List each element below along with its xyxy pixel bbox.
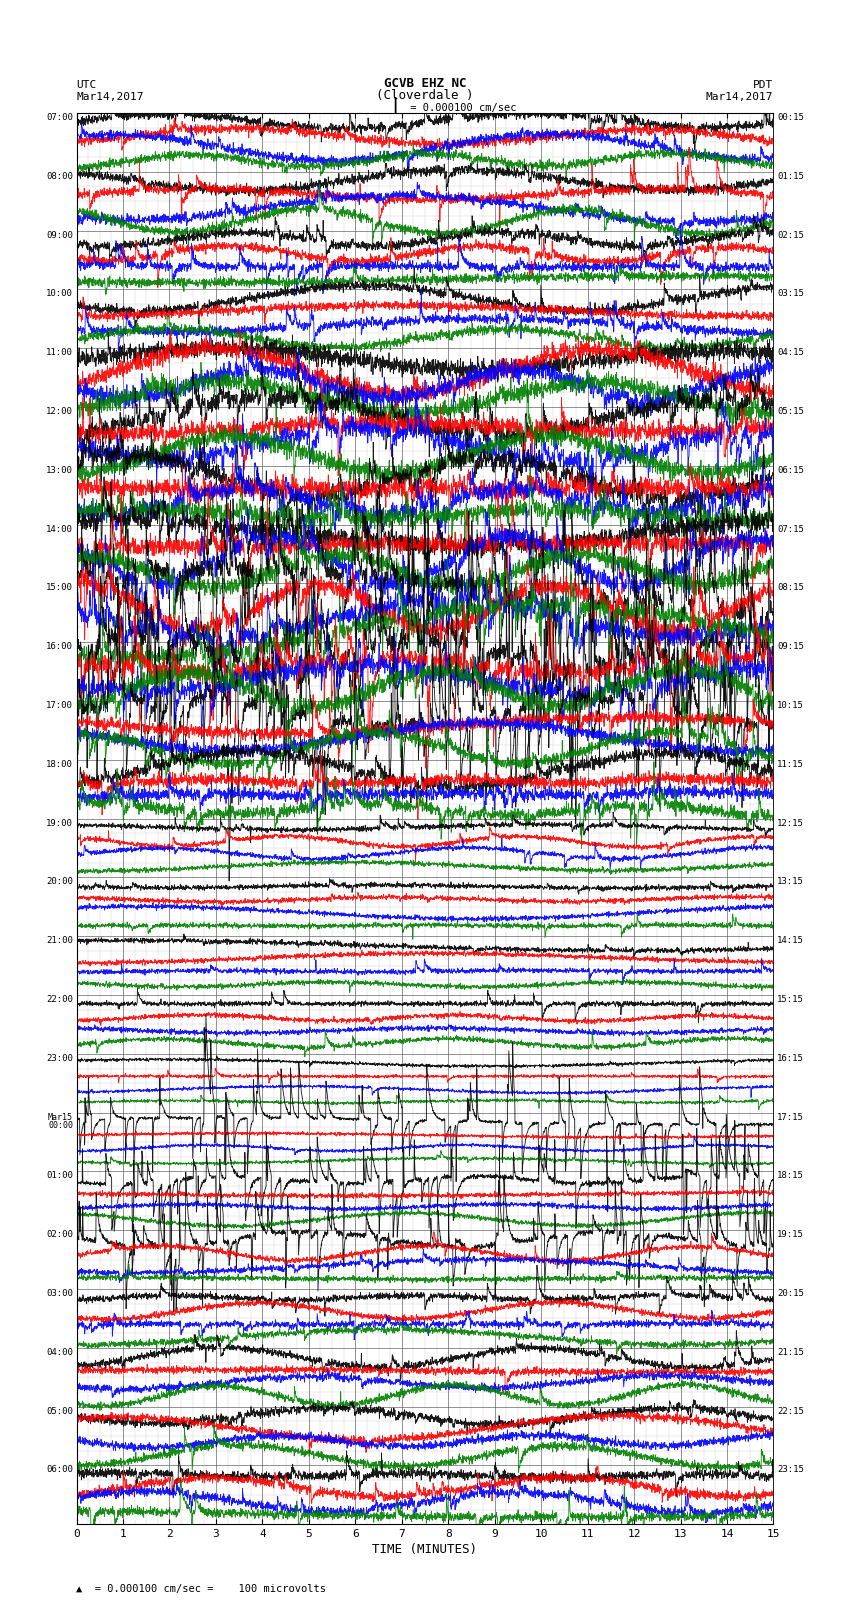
Text: 08:15: 08:15 xyxy=(777,584,804,592)
Text: 21:15: 21:15 xyxy=(777,1348,804,1357)
Text: UTC: UTC xyxy=(76,79,97,90)
Text: 11:00: 11:00 xyxy=(46,348,73,356)
Text: 05:00: 05:00 xyxy=(46,1407,73,1416)
Text: 20:00: 20:00 xyxy=(46,877,73,887)
Text: 12:15: 12:15 xyxy=(777,819,804,827)
Text: 14:15: 14:15 xyxy=(777,936,804,945)
Text: 11:15: 11:15 xyxy=(777,760,804,769)
Text: 01:00: 01:00 xyxy=(46,1171,73,1181)
Text: 22:15: 22:15 xyxy=(777,1407,804,1416)
Text: 07:15: 07:15 xyxy=(777,524,804,534)
Text: 04:00: 04:00 xyxy=(46,1348,73,1357)
Text: 10:15: 10:15 xyxy=(777,702,804,710)
Text: (Cloverdale ): (Cloverdale ) xyxy=(377,89,473,102)
Text: 21:00: 21:00 xyxy=(46,936,73,945)
Text: Mar15: Mar15 xyxy=(48,1113,73,1121)
Text: 13:00: 13:00 xyxy=(46,466,73,474)
Text: 06:00: 06:00 xyxy=(46,1466,73,1474)
Text: 08:00: 08:00 xyxy=(46,171,73,181)
X-axis label: TIME (MINUTES): TIME (MINUTES) xyxy=(372,1544,478,1557)
Text: 17:15: 17:15 xyxy=(777,1113,804,1121)
Text: 23:15: 23:15 xyxy=(777,1466,804,1474)
Text: 00:15: 00:15 xyxy=(777,113,804,123)
Text: 13:15: 13:15 xyxy=(777,877,804,887)
Text: 18:15: 18:15 xyxy=(777,1171,804,1181)
Text: 19:15: 19:15 xyxy=(777,1231,804,1239)
Text: 16:00: 16:00 xyxy=(46,642,73,652)
Text: 09:00: 09:00 xyxy=(46,231,73,239)
Text: = 0.000100 cm/sec: = 0.000100 cm/sec xyxy=(404,103,516,113)
Text: 04:15: 04:15 xyxy=(777,348,804,356)
Text: 15:00: 15:00 xyxy=(46,584,73,592)
Text: Mar14,2017: Mar14,2017 xyxy=(76,92,144,102)
Text: 03:15: 03:15 xyxy=(777,289,804,298)
Text: 16:15: 16:15 xyxy=(777,1053,804,1063)
Text: 02:15: 02:15 xyxy=(777,231,804,239)
Text: |: | xyxy=(391,97,399,113)
Text: 17:00: 17:00 xyxy=(46,702,73,710)
Text: 18:00: 18:00 xyxy=(46,760,73,769)
Text: 01:15: 01:15 xyxy=(777,171,804,181)
Text: 05:15: 05:15 xyxy=(777,406,804,416)
Text: 19:00: 19:00 xyxy=(46,819,73,827)
Text: GCVB EHZ NC: GCVB EHZ NC xyxy=(383,76,467,90)
Text: 14:00: 14:00 xyxy=(46,524,73,534)
Text: 15:15: 15:15 xyxy=(777,995,804,1003)
Text: 10:00: 10:00 xyxy=(46,289,73,298)
Text: 22:00: 22:00 xyxy=(46,995,73,1003)
Text: 12:00: 12:00 xyxy=(46,406,73,416)
Text: 20:15: 20:15 xyxy=(777,1289,804,1298)
Text: 00:00: 00:00 xyxy=(48,1121,73,1131)
Text: Mar14,2017: Mar14,2017 xyxy=(706,92,774,102)
Text: 07:00: 07:00 xyxy=(46,113,73,123)
Text: 03:00: 03:00 xyxy=(46,1289,73,1298)
Text: 09:15: 09:15 xyxy=(777,642,804,652)
Text: ▲  = 0.000100 cm/sec =    100 microvolts: ▲ = 0.000100 cm/sec = 100 microvolts xyxy=(76,1584,326,1594)
Text: 06:15: 06:15 xyxy=(777,466,804,474)
Text: 23:00: 23:00 xyxy=(46,1053,73,1063)
Text: 02:00: 02:00 xyxy=(46,1231,73,1239)
Text: PDT: PDT xyxy=(753,79,774,90)
